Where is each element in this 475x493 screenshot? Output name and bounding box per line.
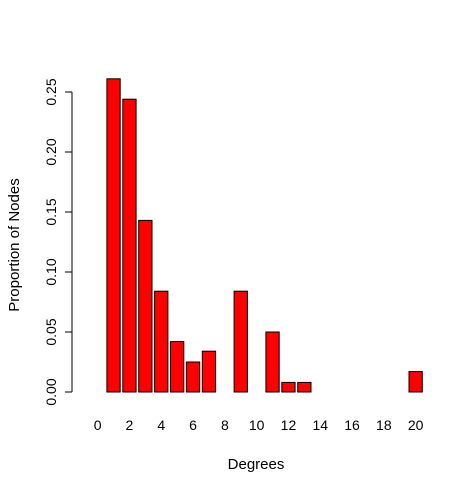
bar-degree-3	[139, 220, 152, 392]
bar-degree-4	[155, 291, 168, 392]
y-tick-label: 0.20	[43, 138, 59, 165]
x-tick-label: 14	[312, 417, 328, 433]
x-tick-label: 6	[189, 417, 197, 433]
x-tick-label: 18	[376, 417, 392, 433]
x-tick-label: 8	[221, 417, 229, 433]
y-tick-label: 0.00	[43, 378, 59, 405]
x-tick-label: 2	[126, 417, 134, 433]
x-tick-label: 4	[157, 417, 165, 433]
x-tick-label: 12	[281, 417, 297, 433]
bar-degree-9	[234, 291, 247, 392]
bar-degree-1	[107, 79, 120, 392]
y-tick-label: 0.05	[43, 318, 59, 345]
bar-degree-7	[202, 351, 215, 392]
y-tick-label: 0.10	[43, 258, 59, 285]
bar-degree-2	[123, 99, 136, 392]
bar-degree-11	[266, 332, 279, 392]
y-tick-label: 0.25	[43, 78, 59, 105]
bar-degree-20	[409, 372, 422, 392]
x-tick-label: 10	[249, 417, 265, 433]
y-tick-label: 0.15	[43, 198, 59, 225]
bar-degree-5	[171, 342, 184, 392]
bar-degree-13	[298, 382, 311, 392]
y-axis-ticks: 0.00 0.05 0.10 0.15 0.20 0.25	[43, 78, 72, 405]
bar-degree-12	[282, 382, 295, 392]
bars-group	[107, 79, 422, 392]
x-tick-label: 0	[94, 417, 102, 433]
x-tick-label: 20	[408, 417, 424, 433]
x-tick-label: 16	[344, 417, 360, 433]
bar-degree-6	[186, 362, 199, 392]
x-axis-tick-labels: 0 2 4 6 8 10 12 14 16 18 20	[94, 417, 424, 433]
x-axis-label: Degrees	[228, 456, 285, 473]
y-axis-label: Proportion of Nodes	[6, 178, 23, 311]
